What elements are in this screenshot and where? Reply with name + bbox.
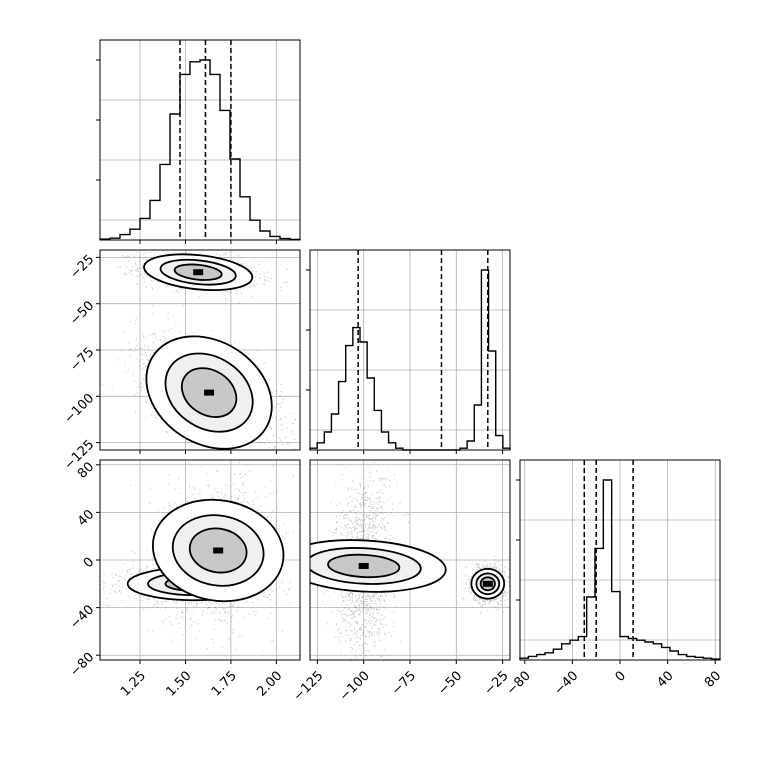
y-tick-label-param-2: 0 (81, 555, 97, 571)
x-tick-label-param-0: 2.00 (254, 668, 285, 699)
x-tick-label-param-1: −75 (389, 668, 419, 698)
hist-panel-1-grid (310, 250, 510, 450)
joint-panel-1-2-density-peak (358, 562, 369, 569)
joint-panel-0-2-content (102, 460, 300, 654)
hist-panel-0-frame (99, 39, 301, 241)
joint-panel-0-1-density-peak (204, 389, 215, 396)
joint-panel-0-1-content (100, 250, 300, 450)
joint-panel-1-2-content (310, 462, 510, 660)
joint-panel-1-2-density-peak (482, 580, 493, 587)
x-tick-label-param-1: −125 (291, 668, 327, 704)
x-tick-label-param-2: −40 (551, 668, 581, 698)
joint-panel-0-2-density-peak (213, 547, 224, 554)
y-tick-label-param-2: −40 (67, 602, 97, 632)
x-tick-label-param-1: −100 (337, 668, 373, 704)
x-tick-label-param-2: −80 (504, 668, 534, 698)
joint-panel-1-2-grid (310, 460, 510, 660)
y-tick-label-param-1: −75 (67, 345, 97, 375)
hist-panel-0-step-line (99, 59, 301, 241)
x-tick-label-param-2: 80 (702, 668, 724, 690)
y-tick-label-param-1: −100 (61, 391, 97, 427)
x-tick-label-param-0: 1.75 (209, 668, 240, 699)
x-tick-label-param-1: −50 (435, 668, 465, 698)
hist-panel-1-step-line (309, 269, 511, 451)
x-tick-label-param-2: 0 (613, 668, 629, 684)
y-tick-label-param-1: −25 (67, 252, 97, 282)
hist-panel-0-grid (100, 40, 300, 240)
x-tick-label-param-0: 1.25 (118, 668, 149, 699)
y-tick-label-param-1: −50 (67, 298, 97, 328)
y-tick-label-param-2: 40 (75, 507, 97, 529)
y-tick-label-param-2: −80 (67, 650, 97, 680)
x-tick-label-param-0: 1.50 (163, 668, 194, 699)
hist-panel-2-step-line (519, 479, 721, 660)
joint-panel-0-1-density-peak (193, 269, 204, 276)
x-tick-label-param-2: 40 (654, 668, 676, 690)
